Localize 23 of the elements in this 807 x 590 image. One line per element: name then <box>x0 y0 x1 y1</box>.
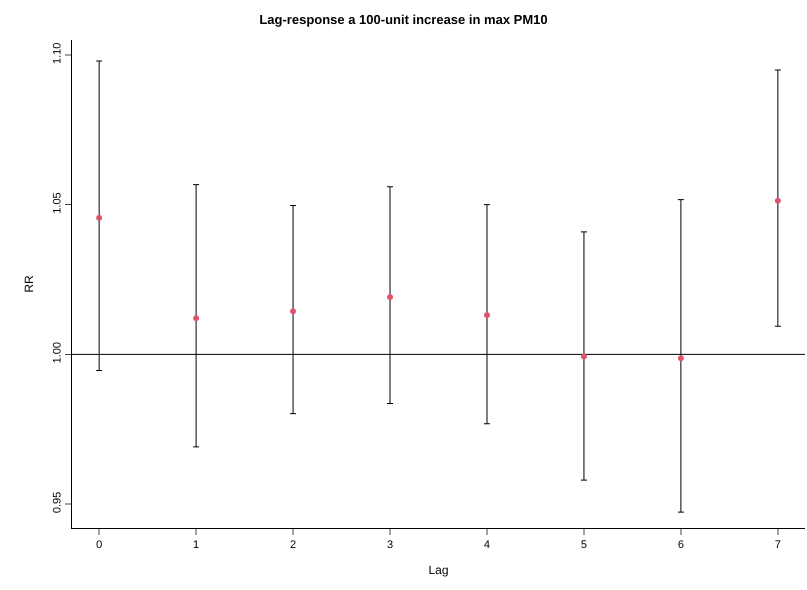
x-tick-label: 7 <box>774 539 781 552</box>
y-tick-label: 1.00 <box>52 342 64 364</box>
point <box>774 198 781 204</box>
x-tick-label: 1 <box>193 539 200 552</box>
point <box>193 315 200 322</box>
x-tick-label: 4 <box>484 539 490 552</box>
y-tick-label: 1.05 <box>52 192 64 214</box>
point <box>290 308 296 314</box>
point <box>580 353 587 360</box>
point <box>387 294 394 300</box>
y-axis-title: RR <box>22 275 36 293</box>
x-tick-label: 3 <box>386 539 394 552</box>
point <box>678 355 684 362</box>
point <box>484 312 490 318</box>
x-tick-label: 2 <box>290 539 296 552</box>
x-tick-label: 5 <box>580 539 588 552</box>
point <box>96 214 102 221</box>
y-tick-label: 0.95 <box>52 492 64 514</box>
x-tick-label: 6 <box>678 539 684 552</box>
x-axis-title: Lag <box>428 563 449 578</box>
x-tick-label: 0 <box>96 539 102 552</box>
chart-title: Lag-response a 100-unit increase in max PM10 <box>259 12 548 27</box>
y-tick-label: 1.10 <box>52 42 64 64</box>
